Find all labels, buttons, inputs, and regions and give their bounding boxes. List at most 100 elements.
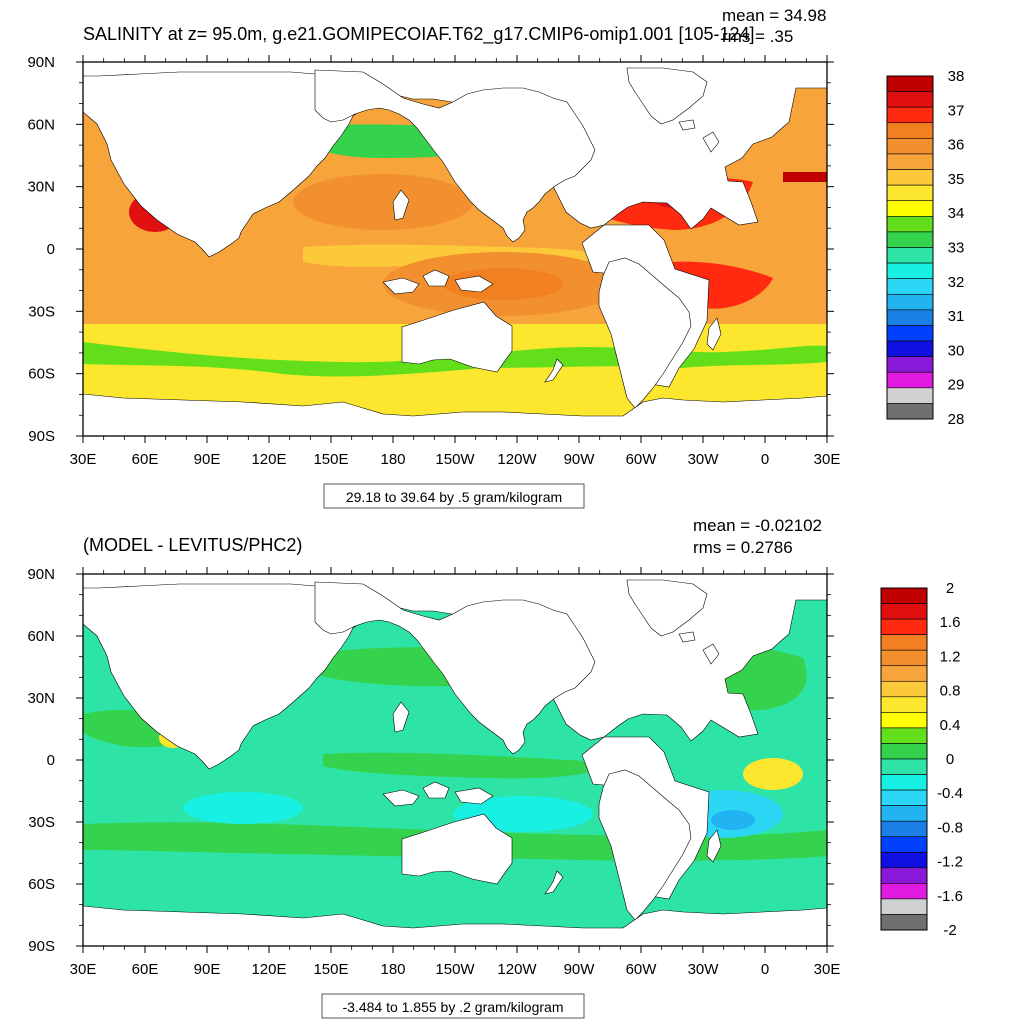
- salinity-lat-tick-label: 30S: [28, 303, 55, 320]
- salinity-lon-tick-label: 60W: [626, 451, 658, 468]
- salinity-lat-tick-label: 90N: [27, 54, 55, 71]
- difference-lat-tick-label: 90S: [28, 938, 55, 955]
- difference-lat-tick-label: 30S: [28, 814, 55, 831]
- difference-lon-tick-label: 150E: [313, 961, 348, 978]
- difference-colorbar-swatch: [880, 665, 928, 682]
- difference-south-atlantic-positive: [743, 758, 803, 790]
- salinity-colorbar-swatch: [886, 138, 934, 155]
- salinity-colorbar-label: 32: [948, 274, 965, 291]
- difference-colorbar-swatch: [880, 789, 928, 806]
- difference-lon-tick-label: 180: [380, 961, 405, 978]
- salinity-colorbar-swatch: [886, 153, 934, 170]
- salinity-mean: mean = 34.98: [722, 6, 826, 25]
- difference-lon-tick-label: 90E: [194, 961, 221, 978]
- difference-colorbar-swatch: [880, 851, 928, 869]
- difference-lon-tick-label: 120E: [251, 961, 286, 978]
- difference-colorbar-swatch: [880, 680, 928, 698]
- difference-colorbar-swatch: [880, 696, 928, 713]
- salinity-colorbar-swatch: [886, 216, 934, 233]
- difference-colorbar-swatch: [880, 805, 928, 822]
- salinity-lat-tick-label: 0: [47, 241, 55, 258]
- difference-colorbar-swatch: [880, 634, 928, 651]
- salinity-lon-tick-label: 120E: [251, 451, 286, 468]
- salinity-lon-tick-label: 30E: [70, 451, 97, 468]
- salinity-colorbar-swatch: [886, 325, 934, 342]
- difference-panel: (MODEL - LEVITUS/PHC2) mean = -0.02102 r…: [27, 516, 963, 1019]
- difference-colorbar-label: 0.8: [940, 683, 961, 700]
- difference-colorbar-swatch: [880, 727, 928, 744]
- salinity-colorbar-swatch: [886, 309, 934, 326]
- difference-colorbar: 2 1.6 1.2 0.8 0.4 0 -0.4 -0.8 -1.2 -1.6 -2: [880, 580, 963, 939]
- difference-colorbar-label: -1.2: [937, 854, 963, 871]
- difference-colorbar-label: 2: [946, 580, 954, 597]
- salinity-lat-tick-label: 30N: [27, 179, 55, 196]
- salinity-colorbar-label: 28: [948, 411, 965, 428]
- difference-title: (MODEL - LEVITUS/PHC2): [83, 535, 302, 555]
- difference-lon-tick-label: 60E: [132, 961, 159, 978]
- salinity-south-pacific-core: [443, 268, 563, 300]
- difference-equatorial-positive: [323, 752, 603, 779]
- difference-colorbar-swatch: [880, 603, 928, 620]
- salinity-lon-tick-label: 120W: [497, 451, 537, 468]
- difference-colorbar-swatch: [880, 898, 928, 915]
- salinity-lat-tick-label: 60S: [28, 366, 55, 383]
- difference-lon-ticks: 30E 60E 90E 120E 150E 180 150W 120W 90W 60W 30W 0 30…: [70, 567, 840, 978]
- salinity-lon-tick-label: 0: [761, 451, 769, 468]
- salinity-lat-ticks: 90N 60N 30N 0 30S 60S 90S: [27, 54, 834, 445]
- difference-lat-ticks: 90N 60N 30N 0 30S 60S 90S: [27, 566, 834, 955]
- difference-colorbar-swatch: [880, 587, 928, 604]
- difference-lat-tick-label: 90N: [27, 566, 55, 583]
- salinity-lat-tick-label: 90S: [28, 428, 55, 445]
- difference-colorbar-swatch: [880, 883, 928, 900]
- salinity-lon-ticks: 30E 60E 90E 120E 150E 180 150W 120W 90W 60W 30W 0 30…: [70, 55, 840, 468]
- difference-colorbar-label: -1.6: [937, 888, 963, 905]
- difference-colorbar-swatch: [880, 743, 928, 760]
- difference-south-atlantic-min: [711, 810, 755, 830]
- salinity-colorbar-label: 29: [948, 377, 965, 394]
- difference-colorbar-label: -0.8: [937, 819, 963, 836]
- salinity-contour-info: 29.18 to 39.64 by .5 gram/kilogram: [346, 489, 562, 505]
- difference-colorbar-swatch: [880, 712, 928, 729]
- salinity-colorbar-label: 30: [948, 342, 965, 359]
- difference-colorbar-swatch: [880, 649, 928, 667]
- difference-colorbar-swatch: [880, 914, 928, 931]
- difference-colorbar-label: -2: [943, 922, 956, 939]
- salinity-colorbar-swatch: [886, 403, 934, 420]
- difference-lat-tick-label: 30N: [27, 690, 55, 707]
- difference-lon-tick-label: 30E: [70, 961, 97, 978]
- difference-lat-tick-label: 60S: [28, 876, 55, 893]
- difference-lon-tick-label: 150W: [435, 961, 475, 978]
- difference-contour-info-box: -3.484 to 1.855 by .2 gram/kilogram: [321, 993, 585, 1019]
- salinity-colorbar-swatch: [886, 278, 934, 295]
- salinity-lon-tick-label: 90E: [194, 451, 221, 468]
- salinity-colorbar-swatch: [886, 106, 934, 124]
- salinity-colorbar-label: 37: [948, 102, 965, 119]
- salinity-colorbar-swatch: [886, 122, 934, 139]
- difference-colorbar-label: 0.4: [940, 717, 961, 734]
- salinity-colorbar-swatch: [886, 293, 934, 311]
- salinity-north-pacific-gyre: [293, 174, 473, 230]
- salinity-panel: SALINITY at z= 95.0m, g.e21.GOMIPECOIAF.…: [27, 6, 965, 509]
- difference-indian-negative: [183, 792, 303, 824]
- salinity-colorbar-swatch: [886, 356, 934, 373]
- difference-colorbar-label: 1.2: [940, 648, 961, 665]
- salinity-colorbar-label: 38: [948, 68, 965, 85]
- difference-colorbar-swatch: [880, 618, 928, 635]
- salinity-lon-tick-label: 150E: [313, 451, 348, 468]
- salinity-lon-tick-label: 90W: [564, 451, 596, 468]
- salinity-lon-tick-label: 180: [380, 451, 405, 468]
- difference-colorbar-label: -0.4: [937, 785, 963, 802]
- salinity-colorbar-swatch: [886, 231, 934, 248]
- salinity-colorbar: 38 37 36 35 34 33 32 31 30 29 28: [886, 68, 965, 428]
- salinity-lon-tick-label: 60E: [132, 451, 159, 468]
- difference-colorbar-swatch: [880, 867, 928, 884]
- difference-colorbar-swatch: [880, 758, 928, 775]
- difference-lon-tick-label: 90W: [564, 961, 596, 978]
- difference-colorbar-swatch: [880, 774, 928, 791]
- salinity-colorbar-swatch: [886, 75, 934, 92]
- salinity-colorbar-label: 33: [948, 240, 965, 257]
- salinity-colorbar-swatch: [886, 184, 934, 202]
- difference-lat-tick-label: 0: [47, 752, 55, 769]
- salinity-colorbar-label: 36: [948, 137, 965, 154]
